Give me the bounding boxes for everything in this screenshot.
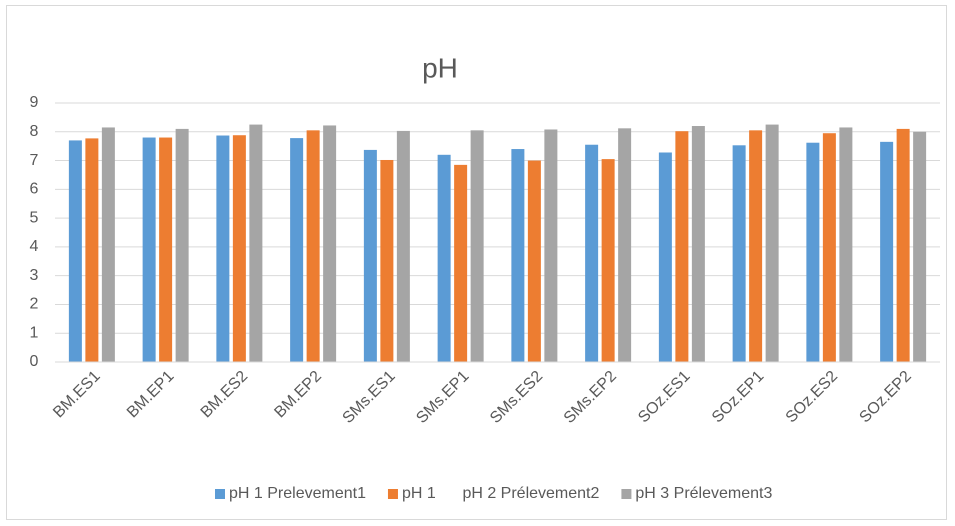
y-tick-label: 3 xyxy=(30,267,39,284)
bar xyxy=(544,129,558,362)
bar xyxy=(749,130,763,362)
bar xyxy=(675,131,689,362)
bar xyxy=(68,140,82,362)
bar xyxy=(618,128,632,362)
bar xyxy=(765,124,779,362)
y-tick-label: 5 xyxy=(30,209,39,226)
bar xyxy=(658,152,672,362)
y-tick-label: 1 xyxy=(30,324,39,341)
bar xyxy=(85,138,99,362)
bar xyxy=(396,130,410,362)
bar xyxy=(896,128,910,362)
bar xyxy=(470,130,484,362)
bar xyxy=(142,137,156,362)
bar xyxy=(601,159,615,362)
bar xyxy=(691,126,705,363)
bar xyxy=(363,149,377,362)
bar xyxy=(232,135,246,362)
y-tick-label: 8 xyxy=(30,123,39,140)
bar xyxy=(511,149,525,362)
legend-text: pH 1 pH 2 Prélevement2 xyxy=(402,485,600,502)
legend-swatch xyxy=(387,489,398,499)
legend-text: pH 3 Prélevement3 xyxy=(635,485,772,502)
bar xyxy=(249,124,263,362)
bar xyxy=(806,142,820,362)
y-tick-label: 2 xyxy=(30,296,39,313)
bar xyxy=(216,135,230,362)
bar xyxy=(101,127,115,362)
bar xyxy=(585,144,599,362)
bar xyxy=(732,145,746,362)
bar xyxy=(175,128,189,362)
bar xyxy=(822,133,836,362)
y-tick-label: 7 xyxy=(30,152,39,169)
chart-title: pH xyxy=(422,52,458,83)
legend-swatch xyxy=(621,489,632,499)
y-tick-label: 9 xyxy=(30,94,39,111)
bar xyxy=(913,131,927,362)
bar xyxy=(454,164,468,362)
y-tick-label: 6 xyxy=(30,181,39,198)
legend-swatch xyxy=(215,489,225,499)
bar xyxy=(306,130,320,362)
bar xyxy=(527,160,541,362)
legend-text: pH 1 Prelevement1 xyxy=(229,485,366,502)
bar xyxy=(839,127,853,362)
bar xyxy=(880,141,894,362)
bar xyxy=(323,125,337,363)
y-tick-label: 4 xyxy=(30,238,39,255)
bar xyxy=(159,137,173,362)
bar xyxy=(290,138,304,362)
bar xyxy=(380,159,394,362)
bar xyxy=(437,154,451,362)
y-tick-label: 0 xyxy=(30,353,39,370)
